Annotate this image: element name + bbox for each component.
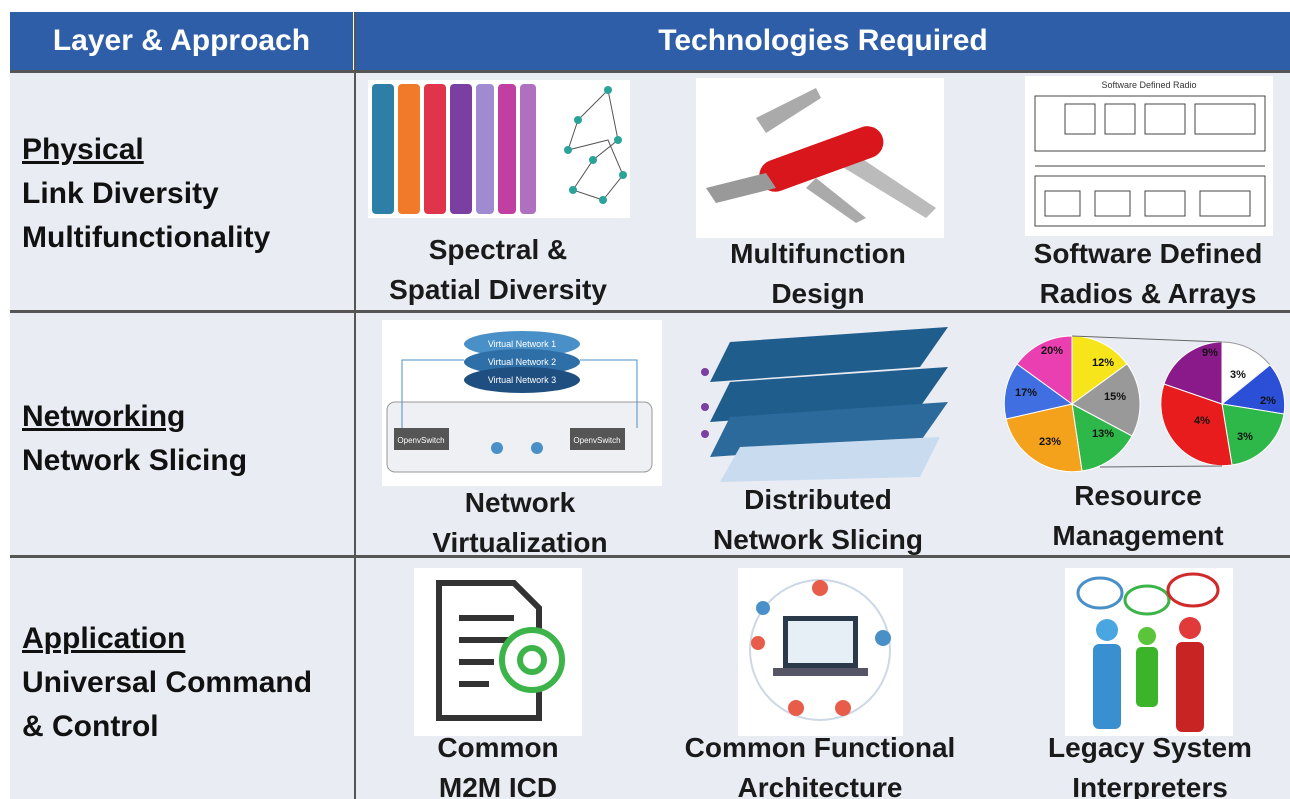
caption: Common M2M ICD (338, 728, 658, 799)
caption-line: Legacy System (1048, 732, 1252, 763)
layer: Physical (22, 133, 144, 166)
divider (354, 12, 356, 799)
caption: Distributed Network Slicing (658, 480, 978, 560)
caption-line: Distributed (744, 484, 892, 515)
caption: Spectral & Spatial Diversity (338, 230, 658, 310)
caption: Network Virtualization (360, 483, 680, 563)
architecture-image (738, 568, 903, 736)
approach: Network Slicing (22, 444, 248, 477)
sdr-image: Software Defined Radio (1025, 76, 1273, 236)
slicing-image (701, 327, 948, 482)
caption-line: Spatial Diversity (389, 274, 607, 305)
spectral-image (368, 80, 630, 218)
figure-label: OpenvSwitch (397, 436, 444, 445)
pie-label: 12% (1092, 357, 1114, 369)
caption-line: Spectral & (428, 234, 568, 265)
caption-line: Network (464, 487, 576, 518)
pie-label: 15% (1104, 391, 1126, 403)
pie-image: 20% 12% 17% 15% 23% 13% 9% 3% 2% 4% 3% (1003, 335, 1286, 473)
caption: Software Defined Radios & Arrays (988, 234, 1290, 314)
layer: Application (22, 622, 186, 655)
icd-image (414, 568, 582, 736)
figure-title: Software Defined Radio (1101, 80, 1196, 90)
interpreters-image (1065, 568, 1233, 736)
caption-line: Interpreters (1072, 772, 1228, 799)
caption-line: Common Functional (684, 732, 956, 763)
row-label: Physical Link Diversity Multifunctionali… (22, 128, 270, 260)
caption: Common Functional Architecture (660, 728, 980, 799)
layer: Networking (22, 400, 186, 433)
figure-label: OpenvSwitch (573, 436, 620, 445)
header-layer: Layer & Approach (10, 12, 353, 70)
figure-label: Virtual Network 1 (488, 339, 556, 349)
pie-label: 3% (1237, 431, 1253, 443)
caption: Legacy System Interpreters (990, 728, 1290, 799)
caption-line: Network Slicing (712, 524, 924, 555)
caption-line: Radios & Arrays (1039, 278, 1257, 309)
caption-line: Management (1052, 520, 1224, 551)
pie-label: 20% (1041, 345, 1063, 357)
knife-image (696, 78, 944, 238)
row-label: Networking Network Slicing (22, 395, 247, 483)
pie-label: 2% (1260, 395, 1276, 407)
caption-line: Design (771, 278, 865, 309)
pie-label: 17% (1015, 387, 1037, 399)
caption-line: Software Defined (1033, 238, 1263, 269)
approach: Link Diversity (22, 177, 219, 210)
caption-line: M2M ICD (438, 772, 558, 799)
caption-line: Resource (1074, 480, 1202, 511)
pie-label: 4% (1194, 415, 1210, 427)
caption-line: Virtualization (432, 527, 608, 558)
caption-line: Multifunction (730, 238, 906, 269)
caption-line: Common (437, 732, 559, 763)
row-label: Application Universal Command & Control (22, 617, 312, 749)
caption: Resource Management (978, 476, 1290, 556)
virtualization-image: Virtual Network 1 Virtual Network 2 Virt… (382, 320, 662, 486)
caption: Multifunction Design (658, 234, 978, 314)
caption-line: Architecture (737, 772, 903, 799)
pie-label: 3% (1230, 369, 1246, 381)
pie-label: 9% (1202, 347, 1218, 359)
pie-label: 13% (1092, 428, 1114, 440)
figure-label: Virtual Network 3 (488, 375, 556, 385)
approach: & Control (22, 710, 159, 743)
figure-label: Virtual Network 2 (488, 357, 556, 367)
approach: Universal Command (22, 666, 313, 699)
pie-label: 23% (1039, 436, 1061, 448)
approach: Multifunctionality (22, 221, 271, 254)
header-technologies: Technologies Required (356, 12, 1290, 70)
